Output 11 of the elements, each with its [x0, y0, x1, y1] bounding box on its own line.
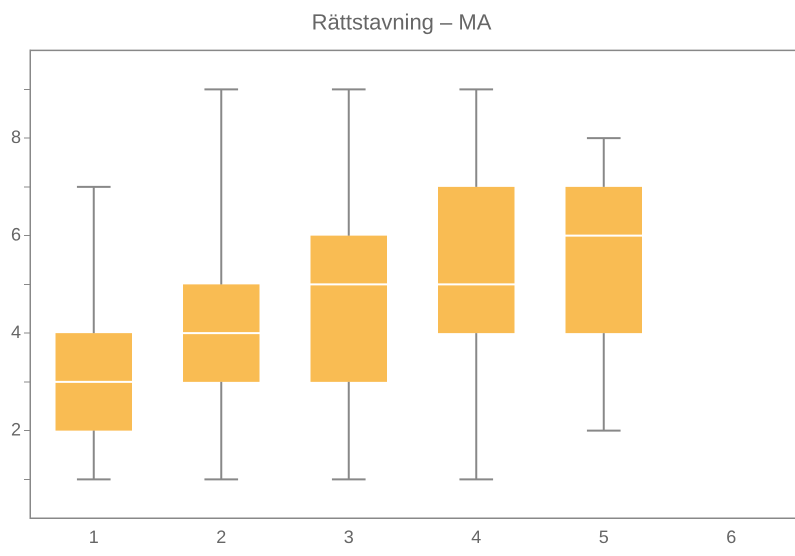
chart-title: Rättstavning – MA	[312, 9, 492, 34]
x-tick-label: 4	[471, 527, 482, 548]
y-tick-label: 2	[10, 420, 22, 440]
x-tick-label: 3	[344, 527, 354, 548]
x-tick-label: 5	[598, 527, 609, 548]
y-tick-label: 6	[10, 224, 22, 245]
y-tick-label: 8	[10, 127, 22, 148]
x-tick-label: 1	[88, 527, 99, 548]
x-tick-label: 2	[216, 527, 226, 548]
y-tick-label: 4	[10, 322, 22, 342]
x-tick-label: 6	[726, 527, 736, 548]
